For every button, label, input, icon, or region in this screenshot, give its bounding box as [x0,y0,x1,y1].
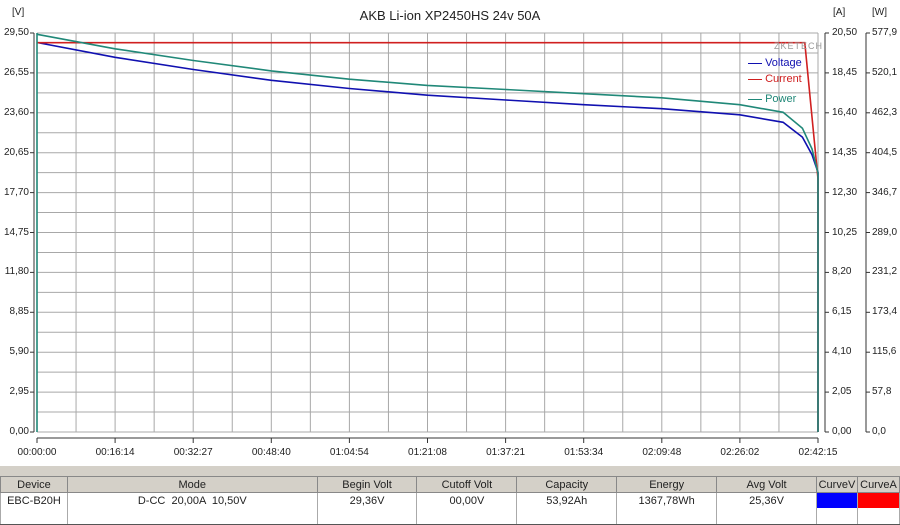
tick-label: 0,0 [872,426,886,437]
cell-device: EBC-B20H [0,492,68,508]
header-capacity: Capacity [516,476,618,493]
tick-label: 10,25 [832,226,858,238]
tick-label: 00:00:00 [17,447,57,458]
tick-label: 8,85 [9,306,29,318]
tick-label: 23,60 [3,106,29,118]
table-header-row: Device Mode Begin Volt Cutoff Volt Capac… [0,476,900,493]
cell-capacity: 53,92Ah [516,492,618,508]
tick-label: 404,5 [872,146,898,158]
table-row-empty [0,508,900,525]
tick-label: 02:09:48 [642,447,682,458]
tick-label: 520,1 [872,66,898,78]
left-axis-unit: [V] [12,7,25,18]
tick-label: 29,50 [3,27,29,38]
tick-label: 8,20 [832,266,852,278]
tick-label: 14,75 [3,226,29,238]
power-axis-unit: [W] [872,7,887,18]
tick-label: 5,90 [9,346,29,358]
header-device: Device [0,476,68,493]
tick-label: 2,05 [832,386,852,398]
tick-label: 18,45 [832,66,858,78]
cell-mode: D-CC 20,00A 10,50V [66,492,318,508]
current-axis-unit: [A] [833,7,846,18]
cell-energy: 1367,78Wh [616,492,718,508]
separator-band [0,466,900,476]
tick-label: 4,10 [832,346,852,358]
tick-label: 00:32:27 [173,447,213,458]
legend-voltage: Voltage [748,57,802,69]
chart-plot [30,32,870,443]
tick-label: 01:37:21 [486,447,526,458]
tick-label: 0,00 [9,426,29,437]
header-begin-volt: Begin Volt [316,476,418,493]
header-cutoff-volt: Cutoff Volt [416,476,518,493]
tick-label: 57,8 [872,386,892,398]
tick-label: 14,35 [832,146,858,158]
header-mode: Mode [66,476,318,493]
tick-label: 462,3 [872,106,898,118]
watermark: ZKETECH [774,41,824,51]
header-energy: Energy [616,476,718,493]
tick-label: 173,4 [872,306,898,318]
tick-label: 20,65 [3,146,29,158]
tick-label: 02:26:02 [720,447,760,458]
tick-label: 01:04:54 [329,447,369,458]
legend-current: Current [748,73,802,85]
chart-title: AKB Li-ion XP2450HS 24v 50A [359,8,541,23]
tick-label: 0,00 [832,426,852,437]
summary-table: Device Mode Begin Volt Cutoff Volt Capac… [0,476,900,525]
tick-label: 346,7 [872,186,898,198]
tick-label: 26,55 [3,66,29,78]
tick-label: 577,9 [872,27,898,38]
cell-cutoff-volt: 00,00V [416,492,518,508]
tick-label: 01:21:08 [408,447,447,458]
tick-label: 289,0 [872,226,898,238]
header-avg-volt: Avg Volt [716,476,817,493]
tick-label: 11,80 [4,266,29,278]
curve-v-color-swatch[interactable] [815,492,858,508]
cell-avg-volt: 25,36V [716,492,817,508]
tick-label: 00:16:14 [95,447,135,458]
header-curve-a: CurveA [856,476,900,493]
tick-label: 231,2 [872,266,898,278]
cell-begin-volt: 29,36V [316,492,418,508]
tick-label: 2,95 [9,386,29,398]
tick-label: 01:53:34 [564,447,604,458]
legend-power: Power [748,93,796,105]
table-row[interactable]: EBC-B20H D-CC 20,00A 10,50V 29,36V 00,00… [0,492,900,508]
curve-a-color-swatch[interactable] [856,492,900,508]
tick-label: 02:42:15 [798,447,838,458]
tick-label: 12,30 [832,186,858,198]
tick-label: 115,6 [872,346,897,358]
header-curve-v: CurveV [815,476,858,493]
tick-label: 20,50 [832,27,858,38]
tick-label: 00:48:40 [251,447,291,458]
tick-label: 6,15 [832,306,852,318]
tick-label: 16,40 [832,106,858,118]
tick-label: 17,70 [3,186,29,198]
